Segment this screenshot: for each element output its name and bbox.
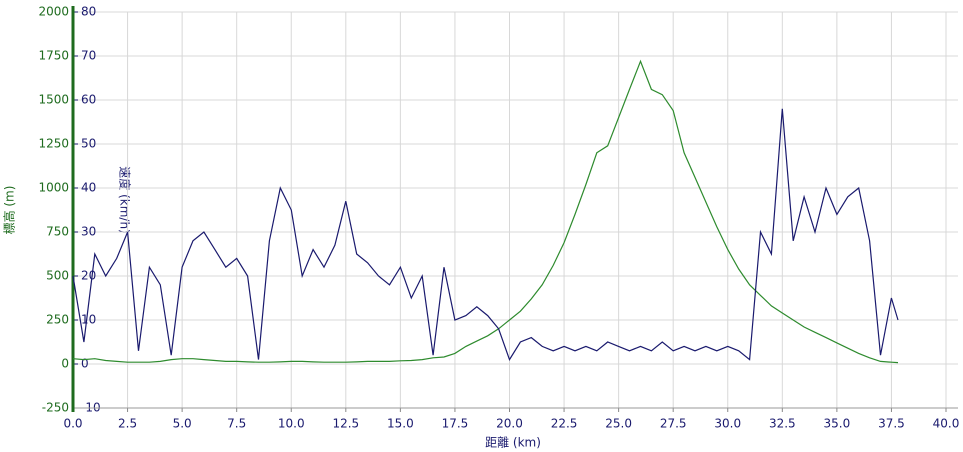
- x-tick-label: 37.5: [878, 417, 905, 431]
- y-tick-label: 1250: [38, 137, 69, 151]
- y2-tick-label: 20: [81, 269, 96, 283]
- y-tick-label: 1500: [38, 93, 69, 107]
- y-tick-label: 1000: [38, 181, 69, 195]
- y2-tick-label: 10: [81, 313, 96, 327]
- x-tick-label: 32.5: [769, 417, 796, 431]
- x-tick-label: 25.0: [605, 417, 632, 431]
- y2-tick-label: 50: [81, 137, 96, 151]
- x-tick-label: 12.5: [332, 417, 359, 431]
- x-axis-label: 距離 (km): [485, 436, 541, 450]
- y2-tick-label: 80: [81, 5, 96, 19]
- y2-tick-label: 70: [81, 49, 96, 63]
- x-tick-label: 22.5: [551, 417, 578, 431]
- x-tick-label: 17.5: [442, 417, 469, 431]
- x-tick-label: 35.0: [824, 417, 851, 431]
- y-axis-label: 標高 (m): [2, 186, 17, 235]
- x-tick-label: 40.0: [933, 417, 960, 431]
- series-line: [72, 59, 899, 364]
- series-line: [72, 108, 899, 361]
- y-tick-label: 0: [61, 357, 69, 371]
- y2-tick-label: 60: [81, 93, 96, 107]
- y2-tick-label: 30: [81, 225, 96, 239]
- y-tick-label: 500: [46, 269, 69, 283]
- x-tick-label: 0.0: [63, 417, 82, 431]
- x-tick-label: 5.0: [173, 417, 192, 431]
- x-tick-label: 15.0: [387, 417, 414, 431]
- y2-tick-label: 0: [81, 357, 89, 371]
- y-tick-label: 750: [46, 225, 69, 239]
- y-tick-label: -250: [42, 401, 69, 415]
- x-tick-label: 27.5: [660, 417, 687, 431]
- x-tick-label: 7.5: [227, 417, 246, 431]
- x-tick-label: 2.5: [118, 417, 137, 431]
- x-tick-label: 30.0: [714, 417, 741, 431]
- y-tick-label: 250: [46, 313, 69, 327]
- x-tick-label: 20.0: [496, 417, 523, 431]
- y-tick-label: 1750: [38, 49, 69, 63]
- y2-axis-label: 速度 (km/h): [118, 166, 133, 233]
- y-tick-label: 2000: [38, 5, 69, 19]
- y2-tick-label: 40: [81, 181, 96, 195]
- x-tick-label: 10.0: [278, 417, 305, 431]
